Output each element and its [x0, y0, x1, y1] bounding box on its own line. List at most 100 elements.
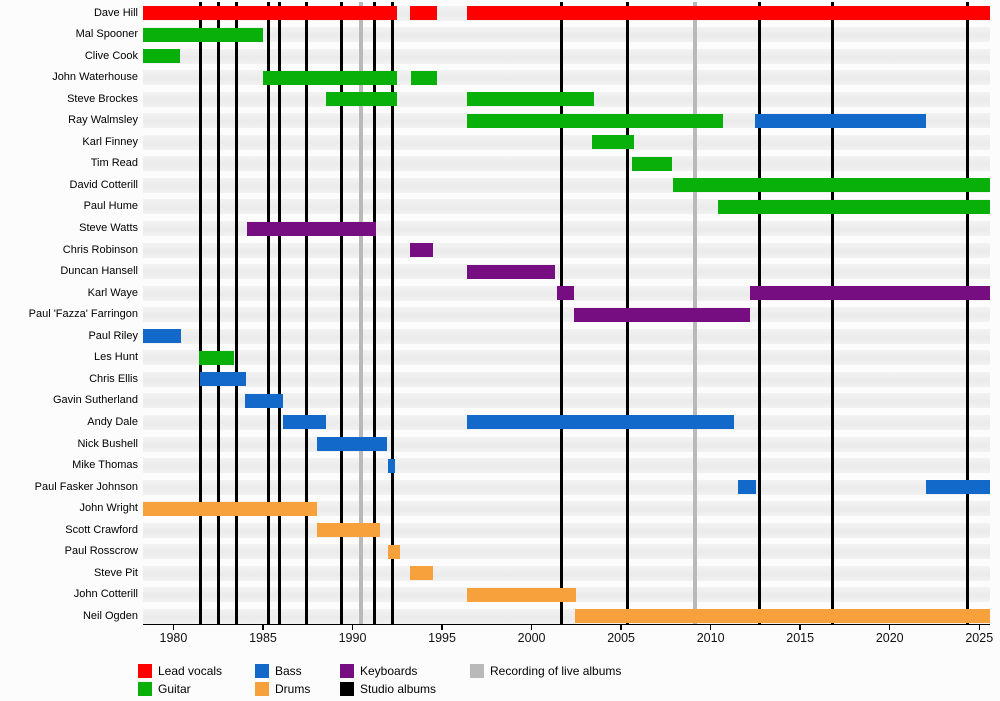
member-label: John Waterhouse	[52, 71, 138, 84]
x-axis-line	[143, 623, 990, 625]
studio-album-line	[966, 2, 970, 624]
legend-label-studio-albums: Studio albums	[360, 682, 437, 696]
member-row-stripe	[143, 544, 990, 560]
studio-album-line	[198, 2, 202, 624]
timeline-bar	[467, 415, 734, 430]
timeline-bar	[409, 243, 434, 258]
x-axis-tick-label: 2015	[786, 630, 815, 645]
member-label: Chris Robinson	[62, 243, 138, 256]
x-axis-tick	[351, 623, 354, 630]
member-label: Duncan Hansell	[60, 265, 138, 278]
member-row-stripe	[143, 328, 990, 344]
member-label: Paul Rosscrow	[64, 545, 138, 558]
x-axis-tick-label: 2010	[696, 630, 725, 645]
legend-swatch-drums	[255, 682, 269, 696]
studio-album-line	[216, 2, 220, 624]
member-label: Les Hunt	[93, 351, 138, 364]
member-label: Mike Thomas	[72, 459, 138, 472]
timeline-bar	[198, 350, 235, 365]
studio-album-line	[278, 2, 282, 624]
legend-label-bass: Bass	[275, 664, 302, 678]
member-label: Paul Riley	[88, 329, 138, 342]
timeline-bar	[467, 92, 595, 107]
timeline-bar	[631, 156, 673, 171]
timeline-bar	[143, 49, 180, 64]
member-row-stripe	[143, 522, 990, 538]
x-axis-tick	[709, 623, 712, 630]
member-row-stripe	[143, 264, 990, 280]
member-label: Paul Hume	[83, 200, 138, 213]
legend-swatch-studio-albums	[340, 682, 354, 696]
studio-album-line	[234, 2, 238, 624]
timeline-bar	[200, 372, 246, 387]
member-label: Clive Cook	[84, 49, 138, 62]
legend-label-lead-vocals: Lead vocals	[158, 664, 223, 678]
studio-album-line	[830, 2, 834, 624]
live-album-line	[358, 2, 363, 624]
x-axis-tick	[888, 623, 891, 630]
legend-label-drums: Drums	[275, 682, 311, 696]
timeline-bar	[143, 329, 181, 344]
member-label: Scott Crawford	[65, 523, 138, 536]
member-label: Steve Pit	[93, 566, 138, 579]
member-label: Andy Dale	[87, 415, 138, 428]
timeline-bar	[316, 523, 381, 538]
member-label: Neil Ogden	[82, 609, 138, 622]
member-label: Karl Waye	[87, 286, 138, 299]
member-row-stripe	[143, 458, 990, 474]
timeline-bar	[325, 92, 398, 107]
member-label: Ray Walmsley	[68, 114, 138, 127]
legend-swatch-keyboards	[340, 664, 354, 678]
member-label: Dave Hill	[93, 6, 138, 19]
x-axis-tick-label: 2025	[965, 630, 994, 645]
timeline-bar	[556, 286, 574, 301]
legend-swatch-lead-vocals	[138, 664, 152, 678]
member-row-stripe	[143, 307, 990, 323]
x-axis-tick-label: 2020	[875, 630, 904, 645]
studio-album-line	[266, 2, 270, 624]
legend-swatch-bass	[255, 664, 269, 678]
legend-label-keyboards: Keyboards	[360, 664, 418, 678]
timeline-bar	[388, 544, 400, 559]
timeline-bar	[750, 286, 990, 301]
studio-album-line	[373, 2, 377, 624]
x-axis-tick	[978, 623, 980, 630]
legend-label-guitar: Guitar	[158, 682, 191, 696]
member-row-stripe	[143, 134, 990, 150]
x-axis-tick-label: 2000	[517, 630, 546, 645]
studio-album-line	[391, 2, 395, 624]
member-row-stripe	[143, 350, 990, 366]
member-label: Chris Ellis	[89, 372, 138, 385]
member-row-stripe	[143, 393, 990, 409]
member-label: Mal Spooner	[75, 28, 138, 41]
member-row-stripe	[143, 501, 990, 517]
timeline-bar	[467, 264, 555, 279]
member-label: Gavin Sutherland	[53, 394, 138, 407]
member-label: John Wright	[79, 502, 139, 515]
member-label: Steve Brockes	[67, 92, 138, 105]
studio-album-line	[559, 2, 563, 624]
timeline-bar	[143, 27, 263, 42]
member-row-stripe	[143, 27, 990, 43]
timeline-bar	[467, 113, 724, 128]
member-label: John Cotterill	[73, 588, 138, 601]
x-axis-tick-label: 2005	[607, 630, 636, 645]
member-row-stripe	[143, 48, 990, 64]
timeline-bar	[592, 135, 634, 150]
timeline-bar	[143, 501, 317, 516]
timeline-bar	[573, 307, 751, 322]
x-axis-tick	[799, 623, 801, 630]
member-label: Karl Finney	[82, 135, 138, 148]
legend-swatch-live-albums	[470, 664, 484, 678]
timeline-bar	[143, 6, 398, 20]
member-row-stripe	[143, 436, 990, 452]
timeline-bar	[262, 70, 398, 85]
member-row-stripe	[143, 371, 990, 387]
timeline-bar	[388, 458, 396, 473]
timeline-bar	[467, 587, 577, 602]
x-axis-tick-label: 1995	[428, 630, 456, 645]
timeline-bar	[467, 6, 990, 20]
timeline-bar	[245, 393, 283, 408]
member-row-stripe	[143, 242, 990, 258]
timeline-bar	[755, 113, 926, 128]
